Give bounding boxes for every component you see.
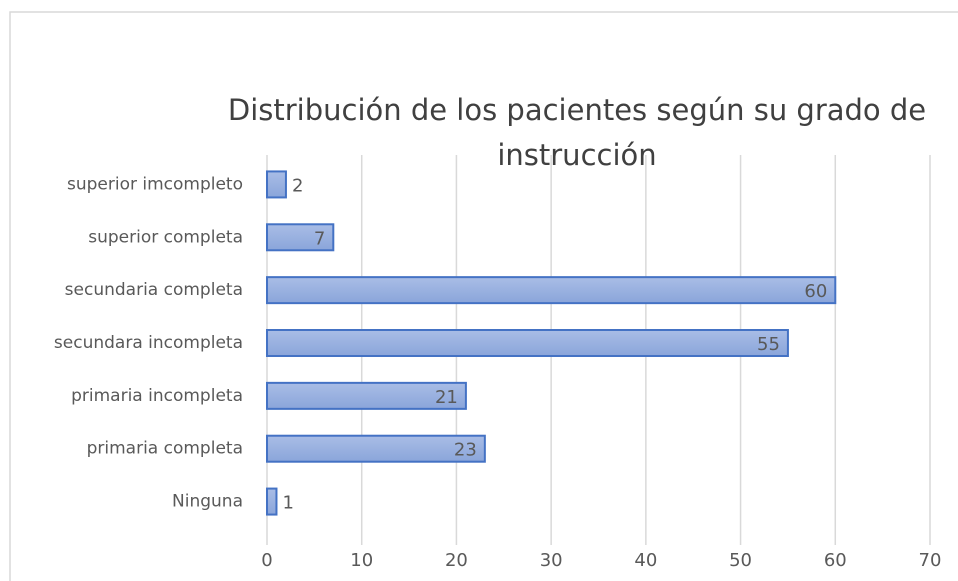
y-tick-label: primaria incompleta (71, 386, 243, 406)
x-tick-label: 30 (540, 550, 563, 571)
x-tick-label: 60 (824, 550, 847, 571)
y-tick-label: secundara incompleta (54, 333, 243, 353)
chart-border (9, 11, 958, 581)
data-label: 60 (804, 281, 827, 302)
x-tick-label: 0 (261, 550, 272, 571)
bar (266, 487, 278, 516)
data-label: 1 (282, 493, 293, 514)
data-label: 55 (757, 334, 780, 355)
bar (266, 223, 335, 252)
y-tick-label: secundaria completa (65, 280, 243, 300)
x-tick-label: 10 (350, 550, 373, 571)
y-tick-label: Ninguna (172, 492, 243, 512)
bar (266, 276, 837, 305)
y-tick-label: primaria completa (87, 439, 243, 459)
data-label: 2 (292, 175, 303, 196)
x-tick-label: 20 (445, 550, 468, 571)
x-tick-label: 70 (919, 550, 942, 571)
x-tick-label: 50 (729, 550, 752, 571)
data-label: 21 (435, 387, 458, 408)
data-label: 23 (454, 440, 477, 461)
chart-title: Distribución de los pacientes según su g… (227, 93, 927, 172)
x-tick-label: 40 (634, 550, 657, 571)
bar (266, 329, 789, 357)
data-label: 7 (314, 228, 325, 249)
bar (266, 170, 287, 199)
y-tick-label: superior imcompleto (67, 174, 243, 194)
bar (266, 434, 486, 463)
y-tick-label: superior completa (88, 227, 243, 247)
bar (266, 381, 467, 410)
